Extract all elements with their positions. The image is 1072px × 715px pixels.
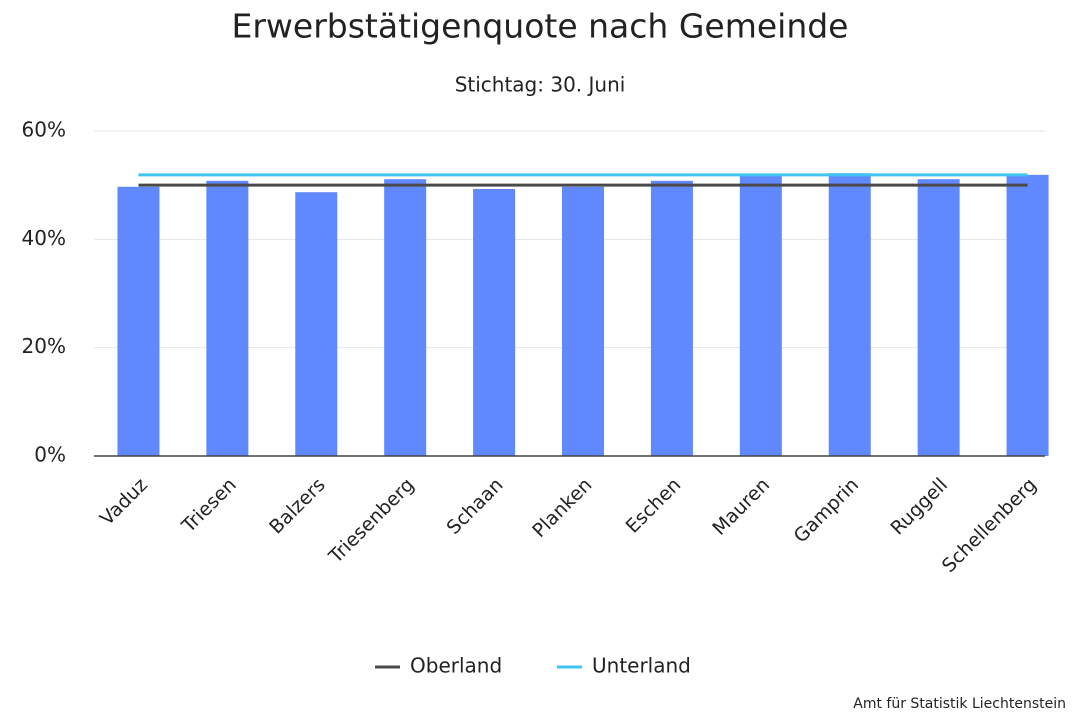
- y-tick-label: 20%: [22, 334, 66, 358]
- bar: [473, 188, 516, 457]
- legend-label: Unterland: [592, 654, 691, 678]
- x-tick-label: Balzers: [265, 474, 330, 539]
- source: Amt für Statistik Liechtenstein: [853, 696, 1066, 712]
- x-tick-label: Schellenberg: [938, 474, 1041, 577]
- bar: [562, 186, 604, 456]
- bar: [828, 173, 871, 456]
- chart-title: Erwerbstätigenquote nach Gemeinde: [232, 7, 849, 46]
- y-tick-label: 0%: [34, 443, 66, 467]
- bar: [917, 179, 960, 457]
- x-tick-label: Vaduz: [96, 474, 152, 530]
- x-tick-label: Schaan: [443, 474, 508, 539]
- legend-label: Oberland: [410, 654, 502, 678]
- x-tick-label: Triesen: [177, 474, 241, 538]
- y-tick-label: 40%: [22, 226, 66, 250]
- bar: [295, 192, 338, 457]
- chart-subtitle: Stichtag: 30. Juni: [455, 73, 626, 97]
- x-tick-label: Eschen: [622, 474, 686, 538]
- bar: [650, 180, 693, 457]
- y-tick-label: 60%: [22, 118, 66, 142]
- x-tick-label: Gamprin: [790, 474, 864, 548]
- x-tick-label: Triesenberg: [324, 474, 418, 568]
- bar: [1006, 174, 1049, 456]
- x-tick-label: Planken: [528, 474, 596, 542]
- bar: [739, 174, 782, 456]
- x-tick-label: Ruggell: [886, 474, 952, 540]
- bar: [384, 179, 427, 457]
- bar: [117, 186, 160, 456]
- x-tick-label: Mauren: [708, 474, 774, 540]
- bar: [206, 180, 249, 457]
